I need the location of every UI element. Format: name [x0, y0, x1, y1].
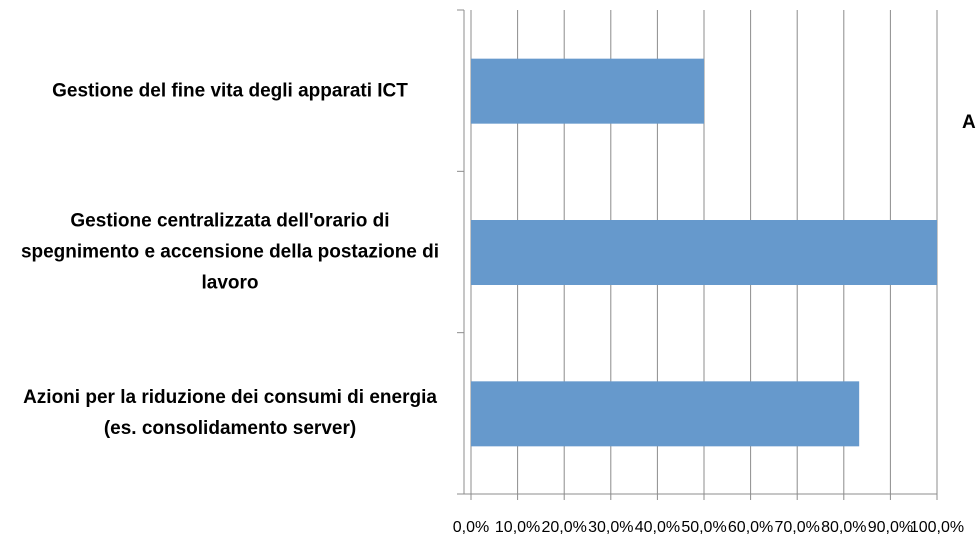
x-tick-label: 80,0% — [821, 519, 866, 536]
x-tick-label: 90,0% — [868, 519, 913, 536]
x-tick-label: 20,0% — [542, 519, 587, 536]
x-tick-label: 40,0% — [635, 519, 680, 536]
category-label: Gestione centralizzata dell'orario di sp… — [20, 210, 440, 294]
x-tick-label: 60,0% — [728, 519, 773, 536]
category-label: Azioni per la riduzione dei consumi di e… — [23, 387, 437, 440]
bar — [471, 58, 704, 124]
bar — [471, 381, 860, 447]
x-tick-label: 30,0% — [588, 519, 633, 536]
x-tick-label: 0,0% — [453, 519, 489, 536]
x-tick-label: 100,0% — [910, 519, 964, 536]
annotation: A — [962, 112, 976, 133]
x-tick-label: 70,0% — [775, 519, 820, 536]
x-tick-label: 10,0% — [495, 519, 540, 536]
bar — [471, 220, 937, 285]
x-tick-label: 50,0% — [681, 519, 726, 536]
category-label: Gestione del fine vita degli apparati IC… — [52, 80, 408, 102]
